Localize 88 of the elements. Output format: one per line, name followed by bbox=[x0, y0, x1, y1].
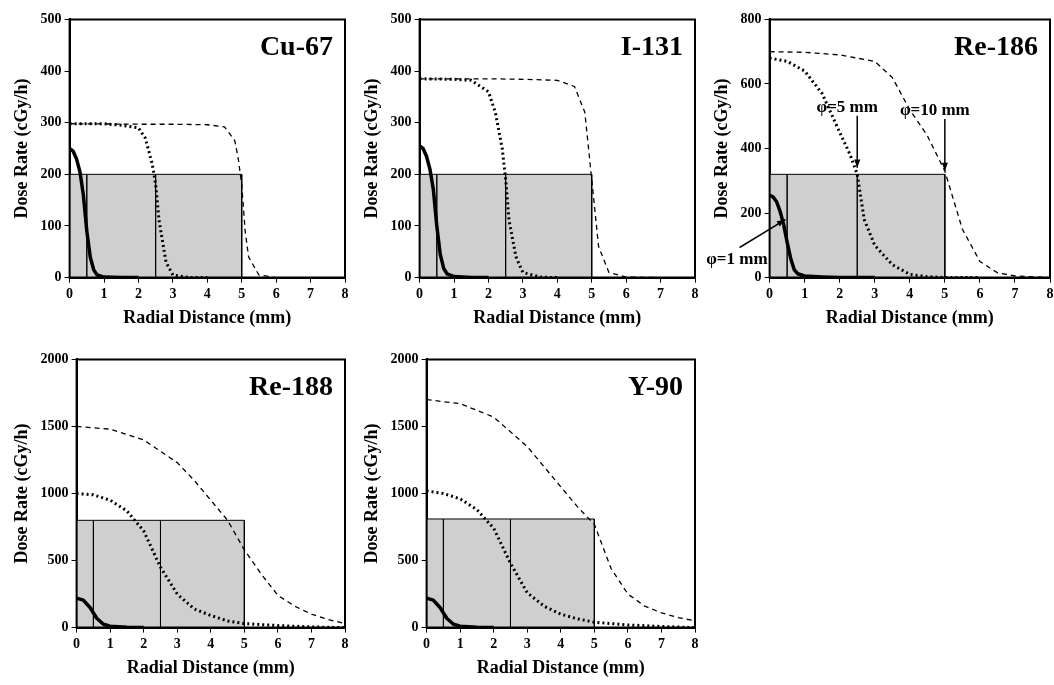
x-tick-label: 1 bbox=[450, 285, 458, 301]
x-tick-label: 1 bbox=[801, 285, 809, 301]
x-tick-label: 6 bbox=[976, 285, 984, 301]
y-tick-label: 200 bbox=[390, 165, 412, 181]
y-tick-label: 1500 bbox=[390, 418, 419, 434]
x-axis-title: Radial Distance (mm) bbox=[825, 306, 994, 328]
x-tick-label: 4 bbox=[553, 285, 561, 301]
x-tick-label: 4 bbox=[557, 635, 565, 651]
y-tick-label: 400 bbox=[740, 140, 762, 156]
x-tick-label: 7 bbox=[1011, 285, 1019, 301]
x-tick-label: 5 bbox=[240, 635, 248, 651]
x-tick-label: 8 bbox=[1046, 285, 1054, 301]
x-axis-title: Radial Distance (mm) bbox=[473, 306, 642, 328]
y-tick-label: 0 bbox=[754, 269, 762, 285]
y-tick-label: 100 bbox=[40, 217, 62, 233]
x-tick-label: 4 bbox=[207, 635, 215, 651]
x-tick-label: 2 bbox=[490, 635, 498, 651]
x-tick-label: 3 bbox=[519, 285, 527, 301]
x-tick-label: 3 bbox=[173, 635, 181, 651]
y-tick-label: 0 bbox=[411, 619, 419, 635]
y-tick-label: 300 bbox=[40, 114, 62, 130]
x-tick-label: 2 bbox=[134, 285, 142, 301]
y-tick-label: 0 bbox=[54, 269, 62, 285]
x-axis-title: Radial Distance (mm) bbox=[126, 656, 295, 678]
x-axis-title: Radial Distance (mm) bbox=[123, 306, 292, 328]
x-tick-label: 6 bbox=[622, 285, 630, 301]
x-tick-label: 6 bbox=[272, 285, 280, 301]
annotation: φ=5 mm bbox=[816, 97, 878, 117]
y-tick-label: 500 bbox=[40, 11, 62, 27]
y-tick-label: 2000 bbox=[390, 351, 419, 367]
y-axis-title: Dose Rate (cGy/h) bbox=[711, 78, 733, 219]
y-axis-title: Dose Rate (cGy/h) bbox=[11, 78, 33, 219]
y-tick-label: 600 bbox=[740, 75, 762, 91]
x-tick-label: 7 bbox=[657, 635, 665, 651]
x-tick-label: 5 bbox=[238, 285, 246, 301]
y-tick-label: 300 bbox=[390, 114, 412, 130]
x-tick-label: 0 bbox=[766, 285, 774, 301]
x-tick-label: 8 bbox=[691, 635, 699, 651]
y-axis-title: Dose Rate (cGy/h) bbox=[361, 78, 383, 219]
x-tick-label: 0 bbox=[423, 635, 431, 651]
annotation: φ=1 mm bbox=[706, 248, 768, 268]
y-axis-title: Dose Rate (cGy/h) bbox=[11, 423, 33, 564]
y-tick-label: 800 bbox=[740, 11, 762, 27]
x-tick-label: 1 bbox=[100, 285, 108, 301]
chart-title: Y-90 bbox=[628, 369, 683, 401]
x-tick-label: 0 bbox=[73, 635, 81, 651]
y-axis-title: Dose Rate (cGy/h) bbox=[361, 423, 383, 564]
x-tick-label: 3 bbox=[523, 635, 531, 651]
y-tick-label: 2000 bbox=[40, 351, 69, 367]
x-tick-label: 5 bbox=[590, 635, 598, 651]
y-tick-label: 200 bbox=[740, 204, 762, 220]
x-tick-label: 2 bbox=[484, 285, 492, 301]
y-tick-label: 500 bbox=[397, 552, 419, 568]
x-tick-label: 7 bbox=[307, 635, 315, 651]
y-tick-label: 500 bbox=[390, 11, 412, 27]
y-tick-label: 0 bbox=[404, 269, 412, 285]
chart-title: Cu-67 bbox=[259, 29, 333, 61]
y-tick-label: 1000 bbox=[40, 485, 69, 501]
y-tick-label: 400 bbox=[40, 62, 62, 78]
x-tick-label: 4 bbox=[203, 285, 211, 301]
y-tick-label: 500 bbox=[47, 552, 69, 568]
y-tick-label: 200 bbox=[40, 165, 62, 181]
x-tick-label: 4 bbox=[906, 285, 914, 301]
y-tick-label: 1500 bbox=[40, 418, 69, 434]
x-axis-title: Radial Distance (mm) bbox=[476, 656, 645, 678]
y-tick-label: 1000 bbox=[390, 485, 419, 501]
x-tick-label: 1 bbox=[456, 635, 464, 651]
chart-title: I-131 bbox=[620, 29, 683, 61]
x-tick-label: 3 bbox=[169, 285, 177, 301]
x-tick-label: 7 bbox=[307, 285, 315, 301]
x-tick-label: 8 bbox=[691, 285, 699, 301]
x-tick-label: 1 bbox=[106, 635, 114, 651]
annotation: φ=10 mm bbox=[899, 100, 970, 120]
y-tick-label: 100 bbox=[390, 217, 412, 233]
chart-title: Re-188 bbox=[249, 369, 333, 401]
x-tick-label: 8 bbox=[341, 285, 349, 301]
x-tick-label: 5 bbox=[941, 285, 949, 301]
x-tick-label: 3 bbox=[871, 285, 879, 301]
x-tick-label: 2 bbox=[140, 635, 148, 651]
x-tick-label: 2 bbox=[836, 285, 844, 301]
y-tick-label: 0 bbox=[61, 619, 69, 635]
x-tick-label: 7 bbox=[657, 285, 665, 301]
y-tick-label: 400 bbox=[390, 62, 412, 78]
chart-title: Re-186 bbox=[954, 29, 1038, 61]
x-tick-label: 6 bbox=[624, 635, 632, 651]
x-tick-label: 5 bbox=[588, 285, 596, 301]
x-tick-label: 8 bbox=[341, 635, 349, 651]
x-tick-label: 6 bbox=[274, 635, 282, 651]
